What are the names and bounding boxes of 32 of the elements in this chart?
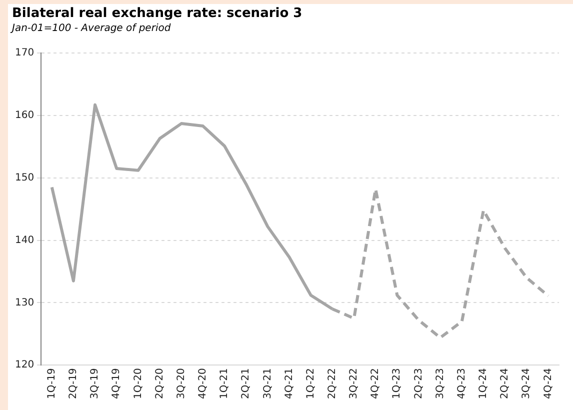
x-tick-label: 1Q-19 (46, 368, 58, 400)
y-tick-label: 160 (14, 110, 34, 122)
x-tick-label: 4Q-20 (198, 368, 209, 400)
y-tick-label: 130 (14, 297, 34, 308)
x-tick-label: 2Q-23 (413, 368, 424, 400)
y-tick-label: 170 (14, 48, 34, 59)
x-tick-label: 1Q-24 (478, 368, 490, 400)
x-tick-label: 4Q-22 (370, 368, 382, 400)
x-tick-label: 4Q-21 (284, 368, 295, 400)
x-tick-label: 2Q-21 (240, 368, 252, 400)
x-tick-label: 2Q-20 (154, 368, 166, 400)
x-tick-label: 1Q-20 (132, 368, 144, 400)
y-tick-label: 120 (14, 360, 34, 371)
x-tick-label: 4Q-24 (542, 368, 554, 400)
x-tick-label: 3Q-21 (262, 368, 274, 400)
x-tick-label: 1Q-21 (219, 368, 230, 400)
x-tick-label: 4Q-19 (111, 368, 122, 400)
x-tick-label: 2Q-24 (500, 368, 511, 400)
x-tick-label: 2Q-22 (327, 368, 338, 400)
x-tick-label: 1Q-22 (305, 368, 316, 400)
chart-title: Bilateral real exchange rate: scenario 3 (12, 6, 302, 21)
chart-subtitle: Jan-01=100 - Average of period (12, 23, 171, 34)
x-tick-label: 1Q-23 (392, 368, 403, 400)
x-tick-label: 3Q-19 (90, 368, 101, 400)
x-tick-label: 3Q-20 (176, 368, 187, 400)
x-tick-label: 3Q-23 (434, 368, 446, 400)
y-tick-label: 140 (14, 234, 34, 246)
y-tick-label: 150 (14, 172, 34, 184)
x-tick-label: 3Q-22 (348, 368, 360, 400)
x-tick-label: 4Q-23 (456, 368, 468, 400)
x-tick-label: 2Q-19 (68, 368, 80, 400)
x-tick-label: 3Q-24 (521, 368, 532, 400)
